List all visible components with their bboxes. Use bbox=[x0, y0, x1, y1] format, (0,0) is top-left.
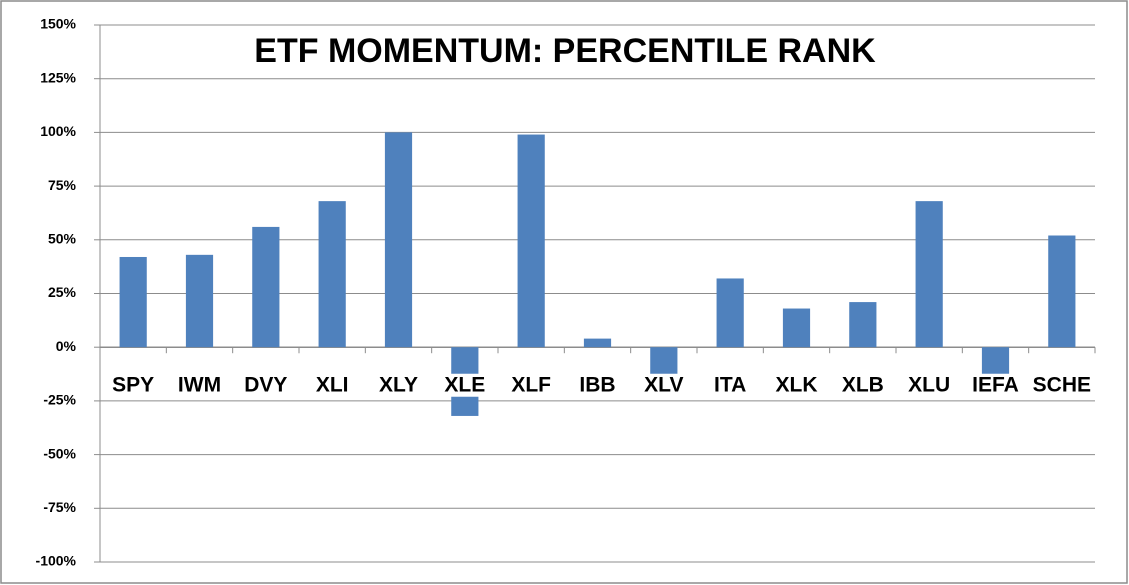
bar bbox=[119, 256, 147, 348]
bar bbox=[252, 226, 280, 348]
x-tick-label: ITA bbox=[714, 374, 746, 397]
x-tick-label: XLK bbox=[776, 374, 818, 397]
y-tick-label: 50% bbox=[48, 231, 77, 247]
y-tick-label: 125% bbox=[40, 69, 76, 85]
x-tick-label-background bbox=[906, 373, 953, 397]
x-tick-label: XLU bbox=[908, 374, 950, 397]
x-tick-label: XLE bbox=[444, 374, 485, 397]
y-tick-label: -50% bbox=[43, 445, 76, 461]
x-tick-label-background bbox=[1030, 373, 1094, 397]
x-tick-label-background bbox=[712, 373, 749, 397]
y-tick-label: 25% bbox=[48, 284, 77, 300]
x-tick-label-background bbox=[242, 373, 290, 397]
y-tick-label: 100% bbox=[40, 123, 76, 139]
bar bbox=[716, 278, 744, 348]
x-tick-label-background bbox=[577, 373, 618, 397]
x-tick-label-background bbox=[313, 373, 351, 397]
labels: -100% -75% -50% -25% 0% 25% 50% 75% 100% 125% 150%… bbox=[36, 16, 1094, 569]
x-tick-label: IBB bbox=[579, 374, 615, 397]
bars bbox=[119, 132, 1076, 416]
x-tick-label-background bbox=[509, 373, 554, 397]
x-tick-label-background bbox=[839, 373, 886, 397]
x-tick-label: SCHE bbox=[1033, 374, 1091, 397]
bar bbox=[384, 132, 413, 348]
x-tick-label: SPY bbox=[112, 374, 154, 397]
bar bbox=[1048, 235, 1076, 348]
bar bbox=[782, 308, 811, 348]
x-tick-label-background bbox=[442, 373, 488, 397]
bar bbox=[185, 254, 214, 348]
x-tick-label-background bbox=[377, 373, 420, 397]
x-tick-label-background bbox=[773, 373, 820, 397]
x-tick-label: XLF bbox=[511, 374, 551, 397]
bar bbox=[849, 302, 877, 348]
chart-title: ETF MOMENTUM: PERCENTILE RANK bbox=[254, 32, 876, 70]
x-tick-label: IWM bbox=[178, 374, 221, 397]
x-tick-label: XLY bbox=[379, 374, 418, 397]
x-tick-label: IEFA bbox=[972, 374, 1019, 397]
x-tick-label: DVY bbox=[244, 374, 287, 397]
x-tick-label: XLB bbox=[842, 374, 884, 397]
bar bbox=[583, 338, 612, 348]
x-tick-label: XLI bbox=[316, 374, 349, 397]
y-tick-label: -25% bbox=[43, 392, 76, 408]
y-tick-label: 0% bbox=[56, 338, 77, 354]
x-tick-label: XLV bbox=[644, 374, 683, 397]
y-tick-label: -75% bbox=[43, 499, 76, 515]
x-tick-label-background bbox=[642, 373, 686, 397]
x-tick-label-background bbox=[110, 373, 157, 397]
y-tick-label: 75% bbox=[48, 177, 77, 193]
x-tick-label-background bbox=[175, 373, 224, 397]
x-tick-label-background bbox=[970, 373, 1021, 397]
bar bbox=[318, 201, 346, 348]
bar bbox=[915, 201, 943, 348]
y-tick-label: -100% bbox=[36, 553, 77, 569]
y-tick-label: 150% bbox=[40, 16, 76, 32]
bar bbox=[517, 134, 545, 348]
